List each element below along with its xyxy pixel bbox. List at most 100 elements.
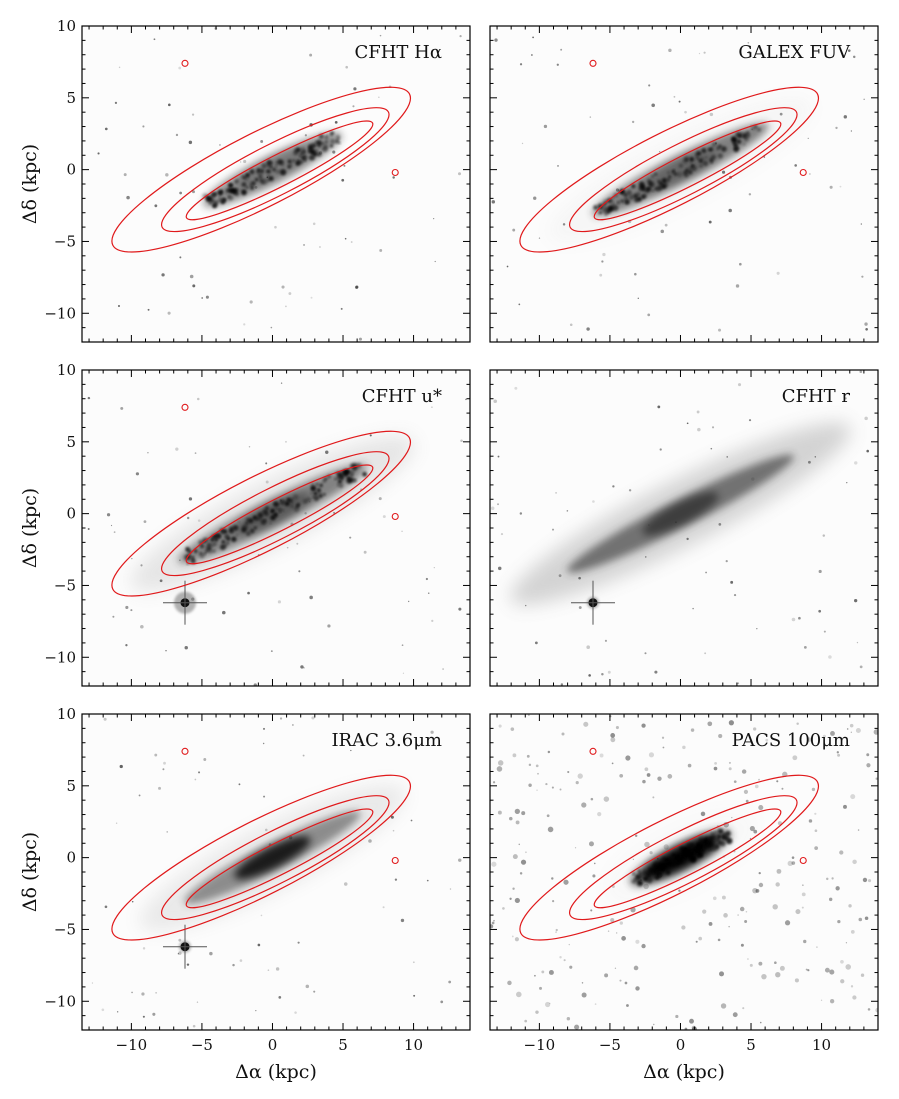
background-source (633, 965, 639, 971)
y-axis-title: Δδ (kpc) (19, 488, 41, 568)
background-source (431, 619, 434, 622)
star-forming-clump (699, 853, 703, 857)
masked-star-contour (181, 747, 189, 755)
background-source (551, 786, 554, 789)
star-forming-clump (326, 134, 329, 136)
background-source (728, 761, 731, 764)
background-source (514, 808, 520, 814)
star-forming-clump (710, 161, 713, 164)
background-source (350, 749, 352, 752)
background-source (748, 193, 752, 196)
background-source (401, 530, 403, 533)
masked-star-contour (181, 59, 189, 67)
background-source (737, 914, 739, 916)
background-source (696, 410, 700, 414)
background-source (341, 178, 345, 182)
y-tick-label: 0 (66, 161, 76, 179)
star-forming-clump (660, 859, 663, 862)
star-forming-clump (675, 173, 678, 176)
background-source (125, 644, 128, 647)
background-source (733, 780, 737, 784)
star-forming-clump (651, 189, 654, 192)
contour-inner (185, 120, 374, 221)
background-source (196, 1001, 199, 1003)
background-source (104, 127, 108, 131)
background-source (188, 140, 193, 145)
background-source (303, 244, 305, 246)
background-source (567, 770, 570, 774)
background-source (292, 724, 294, 726)
star-forming-clump (226, 187, 233, 194)
background-source (637, 297, 639, 299)
background-source (490, 506, 495, 510)
background-source (514, 937, 519, 942)
star-forming-clump (222, 197, 227, 203)
background-source (304, 134, 307, 137)
star-forming-clump (324, 139, 329, 144)
background-source (425, 577, 428, 581)
background-source (401, 644, 404, 646)
background-source (860, 973, 865, 977)
star-forming-clump (699, 159, 703, 164)
background-source (619, 921, 623, 925)
background-source (496, 766, 503, 772)
background-source (829, 185, 833, 189)
background-source (731, 816, 733, 819)
background-source (702, 909, 707, 914)
background-source (864, 322, 868, 326)
star-forming-clump (736, 145, 739, 148)
star-forming-clump (704, 155, 708, 159)
background-source (758, 882, 764, 888)
background-source (774, 961, 777, 965)
background-source (556, 63, 559, 66)
background-source (837, 753, 841, 757)
star-forming-clump (235, 533, 239, 536)
background-source (135, 472, 140, 476)
background-source (578, 606, 582, 609)
star-forming-clump (275, 507, 279, 510)
star-forming-clump (750, 127, 754, 130)
background-source (686, 422, 689, 425)
star-forming-clump (757, 127, 761, 132)
contour-outer (519, 86, 820, 253)
star-forming-clump (707, 840, 712, 845)
star-forming-clump (306, 496, 312, 503)
background-source (648, 752, 655, 758)
background-source (743, 789, 749, 794)
background-source (796, 722, 799, 725)
background-source (875, 1007, 878, 1013)
background-source (857, 829, 860, 831)
background-source (772, 904, 778, 910)
panel-0: −10 −5 0 5 10 Δδ (kpc) CFHT Hα (19, 17, 471, 343)
background-source (363, 550, 367, 554)
galaxy-image (97, 27, 462, 341)
background-source (178, 66, 182, 70)
background-source (713, 766, 718, 771)
background-source (512, 228, 516, 232)
background-source (848, 904, 852, 908)
star-forming-clump (664, 857, 669, 862)
star-forming-clump (675, 855, 679, 859)
background-source (853, 55, 856, 59)
star-forming-clump (698, 835, 705, 842)
background-source (850, 731, 852, 733)
star-forming-clump (298, 148, 301, 151)
star-forming-clump (604, 206, 608, 210)
x-tick-label: 10 (404, 1036, 423, 1054)
background-source (147, 452, 149, 454)
background-source (238, 783, 241, 786)
background-source (850, 130, 853, 132)
background-source (407, 600, 410, 603)
background-source (379, 34, 382, 37)
star-forming-clump (287, 165, 291, 169)
background-source (402, 672, 405, 674)
background-source (154, 753, 158, 757)
background-source (737, 682, 740, 685)
star-forming-clump (672, 169, 675, 172)
background-source (776, 868, 782, 874)
x-tick-label: 5 (338, 1036, 348, 1054)
background-source (334, 120, 338, 124)
star-forming-clump (691, 850, 694, 852)
star-forming-clump (692, 164, 694, 167)
star-forming-clump (702, 160, 709, 167)
